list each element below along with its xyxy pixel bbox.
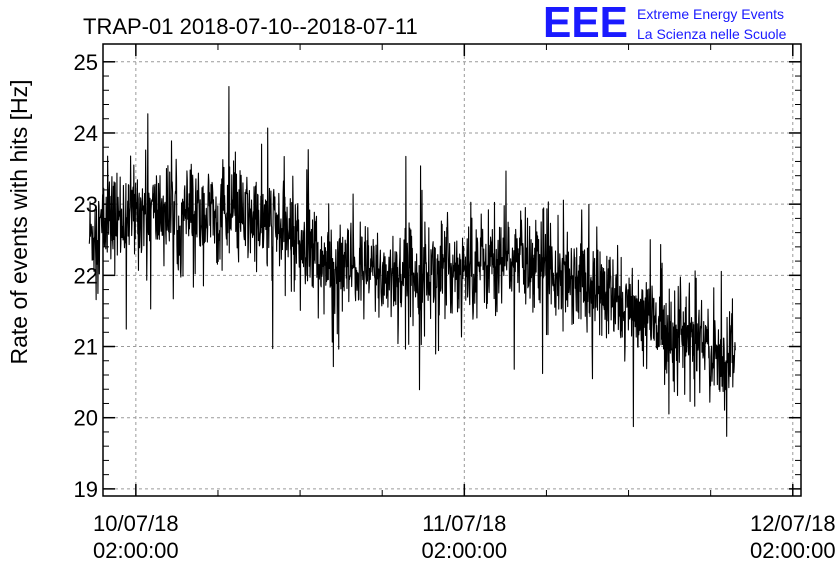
y-axis-label: Rate of events with hits [Hz] (6, 79, 32, 364)
chart-title: TRAP-01 2018-07-10--2018-07-11 (83, 14, 418, 39)
x-tick-labels: 10/07/1802:00:0011/07/1802:00:0012/07/18… (93, 511, 836, 563)
y-tick-label: 24 (74, 121, 98, 146)
x-tick-time: 02:00:00 (750, 538, 836, 563)
logo-mark: EEE (543, 0, 628, 47)
series-line (88, 86, 736, 437)
y-tick-label: 22 (74, 263, 98, 288)
y-tick-labels: 19 20 21 22 23 24 25 (74, 50, 98, 502)
y-tick-label: 19 (74, 477, 98, 502)
eee-logo: EEE Extreme Energy Events La Scienza nel… (543, 0, 787, 47)
y-tick-label: 23 (74, 192, 98, 217)
x-tick-time: 02:00:00 (421, 538, 507, 563)
x-tick-date: 10/07/18 (93, 511, 179, 536)
plot-frame (102, 43, 802, 497)
logo-line2: La Scienza nelle Scuole (637, 26, 787, 42)
y-tick-label: 25 (74, 50, 98, 75)
y-tick-label: 21 (74, 335, 98, 360)
y-tick-label: 20 (74, 406, 98, 431)
axes (102, 43, 802, 497)
series-layer (88, 86, 736, 437)
x-tick-date: 11/07/18 (422, 511, 506, 536)
logo-line1: Extreme Energy Events (637, 6, 784, 22)
x-tick-time: 02:00:00 (93, 538, 179, 563)
x-tick-date: 12/07/18 (750, 511, 836, 536)
